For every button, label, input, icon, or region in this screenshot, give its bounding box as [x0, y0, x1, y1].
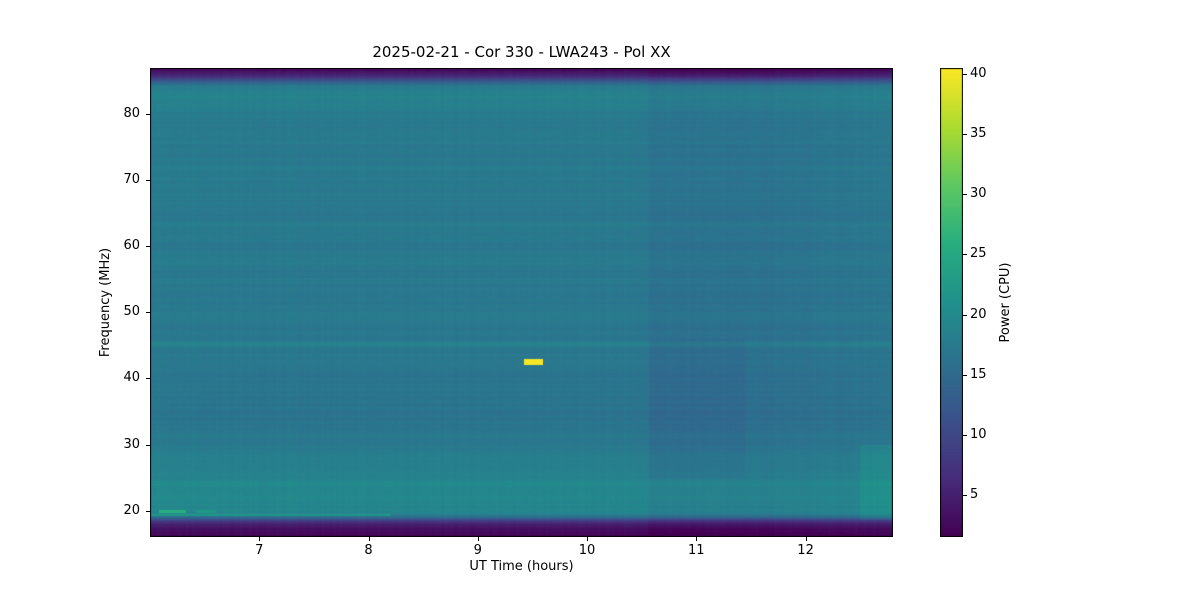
colorbar-tick-label: 40: [970, 66, 987, 81]
x-tick-label: 9: [473, 543, 482, 558]
x-tick-label: 8: [364, 543, 373, 558]
colorbar-tick-mark: [963, 74, 967, 75]
colorbar-tick-label: 5: [970, 486, 979, 502]
x-tick-mark: [696, 537, 698, 541]
colorbar-tick-mark: [963, 494, 967, 496]
colorbar-tick-label: 20: [970, 306, 987, 322]
x-tick-mark: [368, 537, 370, 541]
colorbar-tick-mark: [963, 374, 967, 376]
colorbar-tick-label: 10: [970, 426, 987, 442]
colorbar-tick-label: 30: [970, 186, 987, 202]
colorbar: [940, 68, 963, 537]
colorbar-tick-mark: [963, 434, 967, 436]
colorbar-label: Power (CPU): [998, 262, 1013, 343]
x-tick-label: 10: [578, 543, 596, 558]
x-axis-label: UT Time (hours): [469, 559, 574, 574]
chart-title: 2025-02-21 - Cor 330 - LWA243 - Pol XX: [372, 43, 671, 61]
x-tick-label: 11: [688, 543, 705, 558]
x-tick-label: 7: [255, 543, 264, 558]
spectrogram-heatmap: [150, 68, 893, 537]
x-tick-mark: [587, 537, 589, 541]
x-tick-mark: [259, 537, 261, 541]
x-tick-label: 12: [797, 543, 814, 558]
y-axis-label: Frequency (MHz): [98, 247, 113, 358]
colorbar-tick-mark: [963, 254, 967, 256]
colorbar-tick-label: 35: [970, 126, 987, 142]
x-tick-mark: [805, 537, 807, 541]
colorbar-tick-label: 15: [970, 366, 987, 382]
colorbar-tick-mark: [963, 314, 967, 316]
colorbar-tick-mark: [963, 194, 967, 196]
colorbar-tick-mark: [963, 134, 967, 136]
colorbar-tick-label: 25: [970, 246, 987, 262]
x-tick-mark: [477, 537, 479, 541]
